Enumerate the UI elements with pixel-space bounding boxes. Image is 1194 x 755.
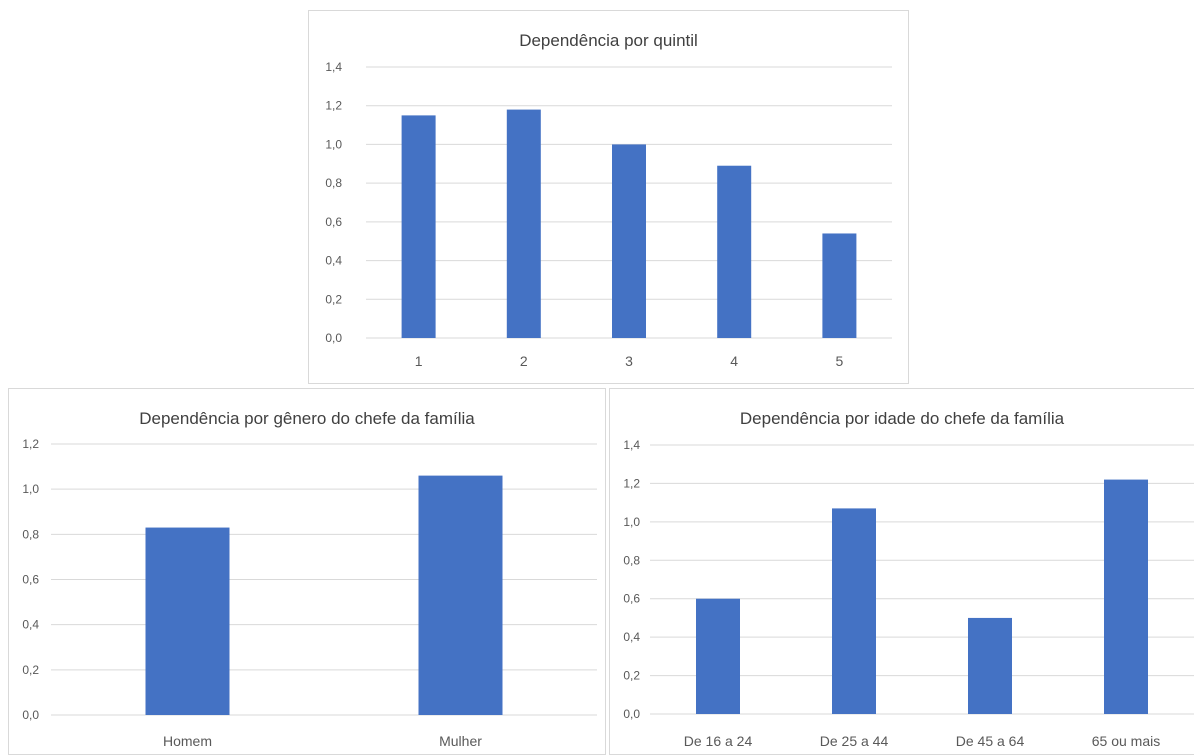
y-tick-label: 0,0 (22, 708, 39, 722)
chart-title: Dependência por quintil (519, 31, 698, 50)
bar-1 (696, 598, 740, 714)
y-tick-label: 0,2 (325, 292, 342, 306)
x-category-label: 3 (625, 353, 633, 369)
x-category-label: De 16 a 24 (684, 733, 753, 749)
chart-panel-quintil: Dependência por quintil 0,0 0,2 0,4 0,6 0,8 1… (308, 10, 909, 384)
y-tick-label: 1,4 (325, 60, 342, 74)
y-tick-label: 0,6 (623, 592, 640, 606)
x-category-label: 4 (730, 353, 738, 369)
bar-2 (832, 508, 876, 714)
y-tick-label: 0,2 (623, 669, 640, 683)
y-tick-label: 0,6 (325, 215, 342, 229)
y-tick-label: 1,2 (623, 476, 640, 490)
bar-3 (612, 144, 646, 338)
x-category-label: 1 (415, 353, 423, 369)
y-tick-label: 1,2 (22, 437, 39, 451)
bar-3 (968, 617, 1012, 714)
chart-title: Dependência por gênero do chefe da famíl… (139, 409, 475, 428)
bar-2 (418, 475, 503, 715)
y-tick-label: 1,2 (325, 99, 342, 113)
y-tick-label: 1,0 (325, 137, 342, 151)
bar-5 (822, 233, 857, 338)
x-category-label: 5 (836, 353, 844, 369)
y-tick-label: 0,8 (623, 553, 640, 567)
bar-4 (1104, 479, 1148, 714)
chart-plot-genero: 0,0 0,2 0,4 0,6 0,8 1,0 1,2 Homem Mulher (22, 437, 597, 749)
y-tick-label: 1,0 (22, 482, 39, 496)
y-tick-label: 0,8 (325, 176, 342, 190)
chart-title: Dependência por idade do chefe da famíli… (739, 409, 1065, 428)
chart-plot-quintil: 0,0 0,2 0,4 0,6 0,8 1,0 1,2 1,4 1 2 3 4 5 (325, 60, 892, 369)
x-category-label: De 45 a 64 (956, 733, 1025, 749)
chart-panel-genero: Dependência por gênero do chefe da famíl… (8, 388, 606, 755)
y-tick-label: 0,0 (623, 707, 640, 721)
y-tick-label: 0,8 (22, 527, 39, 541)
x-category-label: Homem (163, 733, 212, 749)
chart-panel-idade: Dependência por idade do chefe da famíli… (609, 388, 1194, 755)
x-category-label: 65 ou mais (1092, 733, 1160, 749)
y-tick-label: 0,4 (325, 254, 342, 268)
y-tick-label: 0,0 (325, 331, 342, 345)
x-category-label: De 25 a 44 (820, 733, 889, 749)
chart-plot-idade: 0,0 0,2 0,4 0,6 0,8 1,0 1,2 1,4 De 16 a 24 De 25 … (623, 438, 1194, 749)
y-tick-label: 0,6 (22, 573, 39, 587)
bar-1 (145, 527, 230, 715)
y-tick-label: 0,4 (623, 630, 640, 644)
x-category-label: 2 (520, 353, 528, 369)
bar-2 (506, 109, 541, 338)
y-tick-label: 0,2 (22, 663, 39, 677)
y-tick-label: 0,4 (22, 618, 39, 632)
bar-4 (717, 165, 752, 338)
x-category-label: Mulher (439, 733, 482, 749)
bar-1 (401, 115, 436, 339)
y-tick-label: 1,4 (623, 438, 640, 452)
y-tick-label: 1,0 (623, 515, 640, 529)
